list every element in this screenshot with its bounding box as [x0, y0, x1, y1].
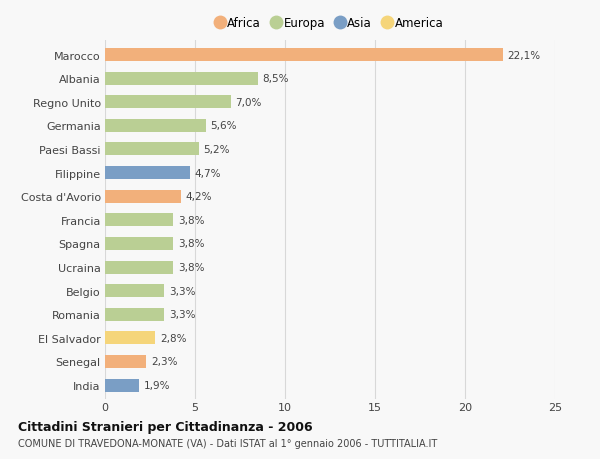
- Text: 3,3%: 3,3%: [169, 286, 196, 296]
- Bar: [105, 331, 155, 345]
- Text: 5,2%: 5,2%: [203, 145, 230, 155]
- Legend: Africa, Europa, Asia, America: Africa, Europa, Asia, America: [217, 17, 443, 30]
- Text: 2,3%: 2,3%: [151, 357, 178, 367]
- Bar: [105, 214, 173, 227]
- Bar: [105, 308, 164, 321]
- Text: 3,3%: 3,3%: [169, 309, 196, 319]
- Text: 3,8%: 3,8%: [178, 263, 205, 273]
- Bar: [105, 190, 181, 203]
- Text: 22,1%: 22,1%: [508, 50, 541, 61]
- Bar: [105, 96, 231, 109]
- Bar: [105, 285, 164, 297]
- Bar: [105, 237, 173, 250]
- Text: 4,2%: 4,2%: [185, 192, 212, 202]
- Text: 3,8%: 3,8%: [178, 239, 205, 249]
- Bar: [105, 167, 190, 179]
- Text: COMUNE DI TRAVEDONA-MONATE (VA) - Dati ISTAT al 1° gennaio 2006 - TUTTITALIA.IT: COMUNE DI TRAVEDONA-MONATE (VA) - Dati I…: [18, 438, 437, 448]
- Text: 4,7%: 4,7%: [194, 168, 221, 178]
- Text: 1,9%: 1,9%: [144, 380, 170, 390]
- Bar: [105, 355, 146, 368]
- Bar: [105, 261, 173, 274]
- Text: 3,8%: 3,8%: [178, 215, 205, 225]
- Bar: [105, 120, 206, 133]
- Text: Cittadini Stranieri per Cittadinanza - 2006: Cittadini Stranieri per Cittadinanza - 2…: [18, 420, 313, 433]
- Text: 8,5%: 8,5%: [263, 74, 289, 84]
- Text: 2,8%: 2,8%: [160, 333, 187, 343]
- Text: 7,0%: 7,0%: [235, 98, 262, 107]
- Bar: [105, 73, 258, 85]
- Bar: [105, 379, 139, 392]
- Bar: [105, 143, 199, 156]
- Text: 5,6%: 5,6%: [211, 121, 237, 131]
- Bar: [105, 49, 503, 62]
